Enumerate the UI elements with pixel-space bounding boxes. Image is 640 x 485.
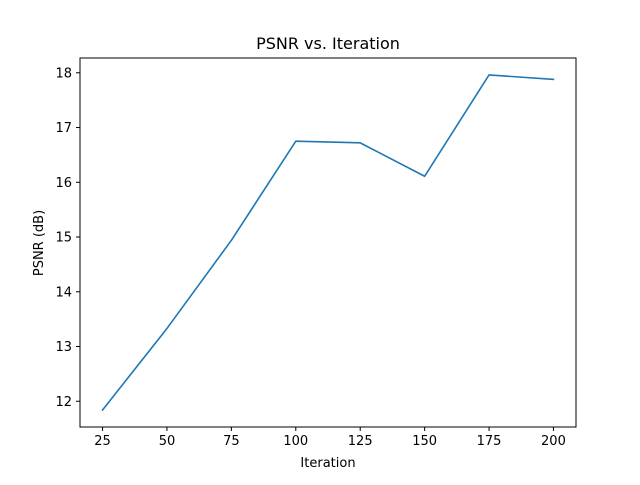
y-tick-label: 18: [55, 66, 72, 81]
x-tick-label: 75: [223, 434, 240, 449]
plot-frame: [79, 57, 577, 428]
y-tick-label: 14: [55, 285, 72, 300]
y-tick-label: 15: [55, 231, 72, 246]
y-tick-label: 17: [55, 121, 72, 136]
x-tick-label: 150: [412, 434, 437, 449]
x-axis-label: Iteration: [300, 456, 355, 471]
chart-title: PSNR vs. Iteration: [256, 34, 400, 53]
y-axis-label: PSNR (dB): [32, 210, 47, 276]
x-tick-label: 200: [541, 434, 566, 449]
y-tick-label: 12: [55, 395, 72, 410]
x-tick-label: 175: [477, 434, 502, 449]
y-tick-label: 16: [55, 176, 72, 191]
x-tick-label: 50: [159, 434, 176, 449]
y-tick-label: 13: [55, 340, 72, 355]
series-line-0: [101, 74, 555, 412]
plot-area: 25 50 75 100 125 150 175 200 12 13 14 15 16 17 18: [55, 57, 577, 449]
x-tick-label: 25: [94, 434, 111, 449]
x-tick-label: 100: [283, 434, 308, 449]
x-tick-label: 125: [348, 434, 373, 449]
